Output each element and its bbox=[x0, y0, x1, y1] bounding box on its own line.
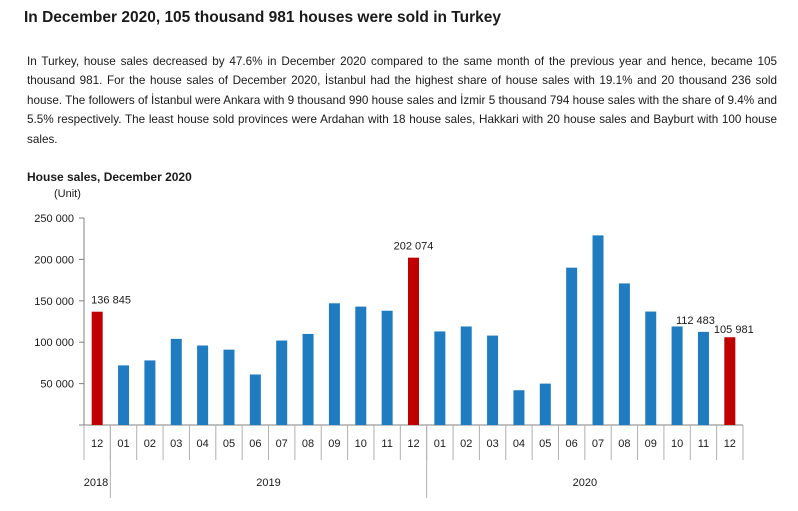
bar bbox=[487, 335, 499, 425]
x-tick-label: 01 bbox=[117, 438, 129, 450]
x-tick-label: 09 bbox=[645, 438, 657, 450]
chart-title: House sales, December 2020 bbox=[27, 170, 192, 184]
x-tick-label: 02 bbox=[144, 438, 156, 450]
bar bbox=[724, 337, 736, 425]
year-label: 2020 bbox=[573, 477, 597, 489]
y-tick-label: 200 000 bbox=[34, 254, 74, 266]
bar bbox=[91, 311, 103, 425]
data-label: 136 845 bbox=[91, 295, 131, 307]
bar bbox=[539, 383, 551, 425]
year-label: 2019 bbox=[256, 477, 280, 489]
bar bbox=[355, 306, 367, 425]
y-tick-label: 150 000 bbox=[34, 296, 74, 308]
x-tick-label: 12 bbox=[91, 438, 103, 450]
page-title: In December 2020, 105 thousand 981 house… bbox=[24, 9, 501, 26]
x-tick-label: 03 bbox=[170, 438, 182, 450]
x-tick-label: 12 bbox=[407, 438, 419, 450]
x-tick-label: 01 bbox=[434, 438, 446, 450]
bar bbox=[249, 374, 261, 425]
y-axis-unit-label: (Unit) bbox=[54, 188, 81, 200]
x-tick-label: 05 bbox=[223, 438, 235, 450]
bar bbox=[592, 235, 604, 425]
bar bbox=[408, 257, 419, 425]
x-tick-label: 10 bbox=[671, 438, 683, 450]
bar bbox=[170, 338, 182, 425]
bar bbox=[118, 365, 130, 425]
bar bbox=[671, 326, 683, 425]
bar bbox=[513, 390, 525, 425]
bar bbox=[381, 310, 393, 425]
x-tick-label: 04 bbox=[196, 438, 208, 450]
x-tick-label: 11 bbox=[698, 438, 709, 450]
bar bbox=[645, 311, 657, 425]
y-tick-label: 50 000 bbox=[40, 379, 74, 391]
x-tick-label: 06 bbox=[566, 438, 578, 450]
bar bbox=[434, 331, 446, 425]
x-tick-label: 05 bbox=[539, 438, 551, 450]
bar bbox=[566, 267, 578, 425]
data-label: 105 981 bbox=[714, 324, 754, 336]
x-tick-label: 07 bbox=[276, 438, 288, 450]
year-label: 2018 bbox=[84, 477, 108, 489]
x-tick-label: 03 bbox=[486, 438, 498, 450]
x-tick-label: 08 bbox=[302, 438, 314, 450]
y-tick-label: 250 000 bbox=[34, 213, 74, 225]
x-tick-label: 12 bbox=[724, 438, 736, 450]
x-tick-label: 02 bbox=[460, 438, 472, 450]
x-tick-label: 07 bbox=[592, 438, 604, 450]
x-tick-label: 08 bbox=[618, 438, 630, 450]
bar bbox=[144, 360, 156, 425]
x-tick-label: 09 bbox=[328, 438, 340, 450]
x-tick-label: 06 bbox=[249, 438, 261, 450]
x-tick-label: 11 bbox=[381, 438, 392, 450]
y-tick-label: 100 000 bbox=[34, 337, 74, 349]
bar bbox=[460, 326, 472, 425]
bar bbox=[302, 333, 314, 425]
description-paragraph: In Turkey, house sales decreased by 47.6… bbox=[27, 55, 777, 146]
data-label: 112 483 bbox=[676, 315, 715, 327]
bar bbox=[197, 345, 209, 425]
bar bbox=[328, 303, 340, 425]
bar bbox=[276, 340, 288, 425]
x-tick-label: 10 bbox=[355, 438, 367, 450]
bar bbox=[697, 331, 709, 425]
bar bbox=[223, 349, 235, 425]
data-label: 202 074 bbox=[394, 241, 434, 253]
x-tick-label: 04 bbox=[513, 438, 525, 450]
bar bbox=[618, 283, 630, 425]
